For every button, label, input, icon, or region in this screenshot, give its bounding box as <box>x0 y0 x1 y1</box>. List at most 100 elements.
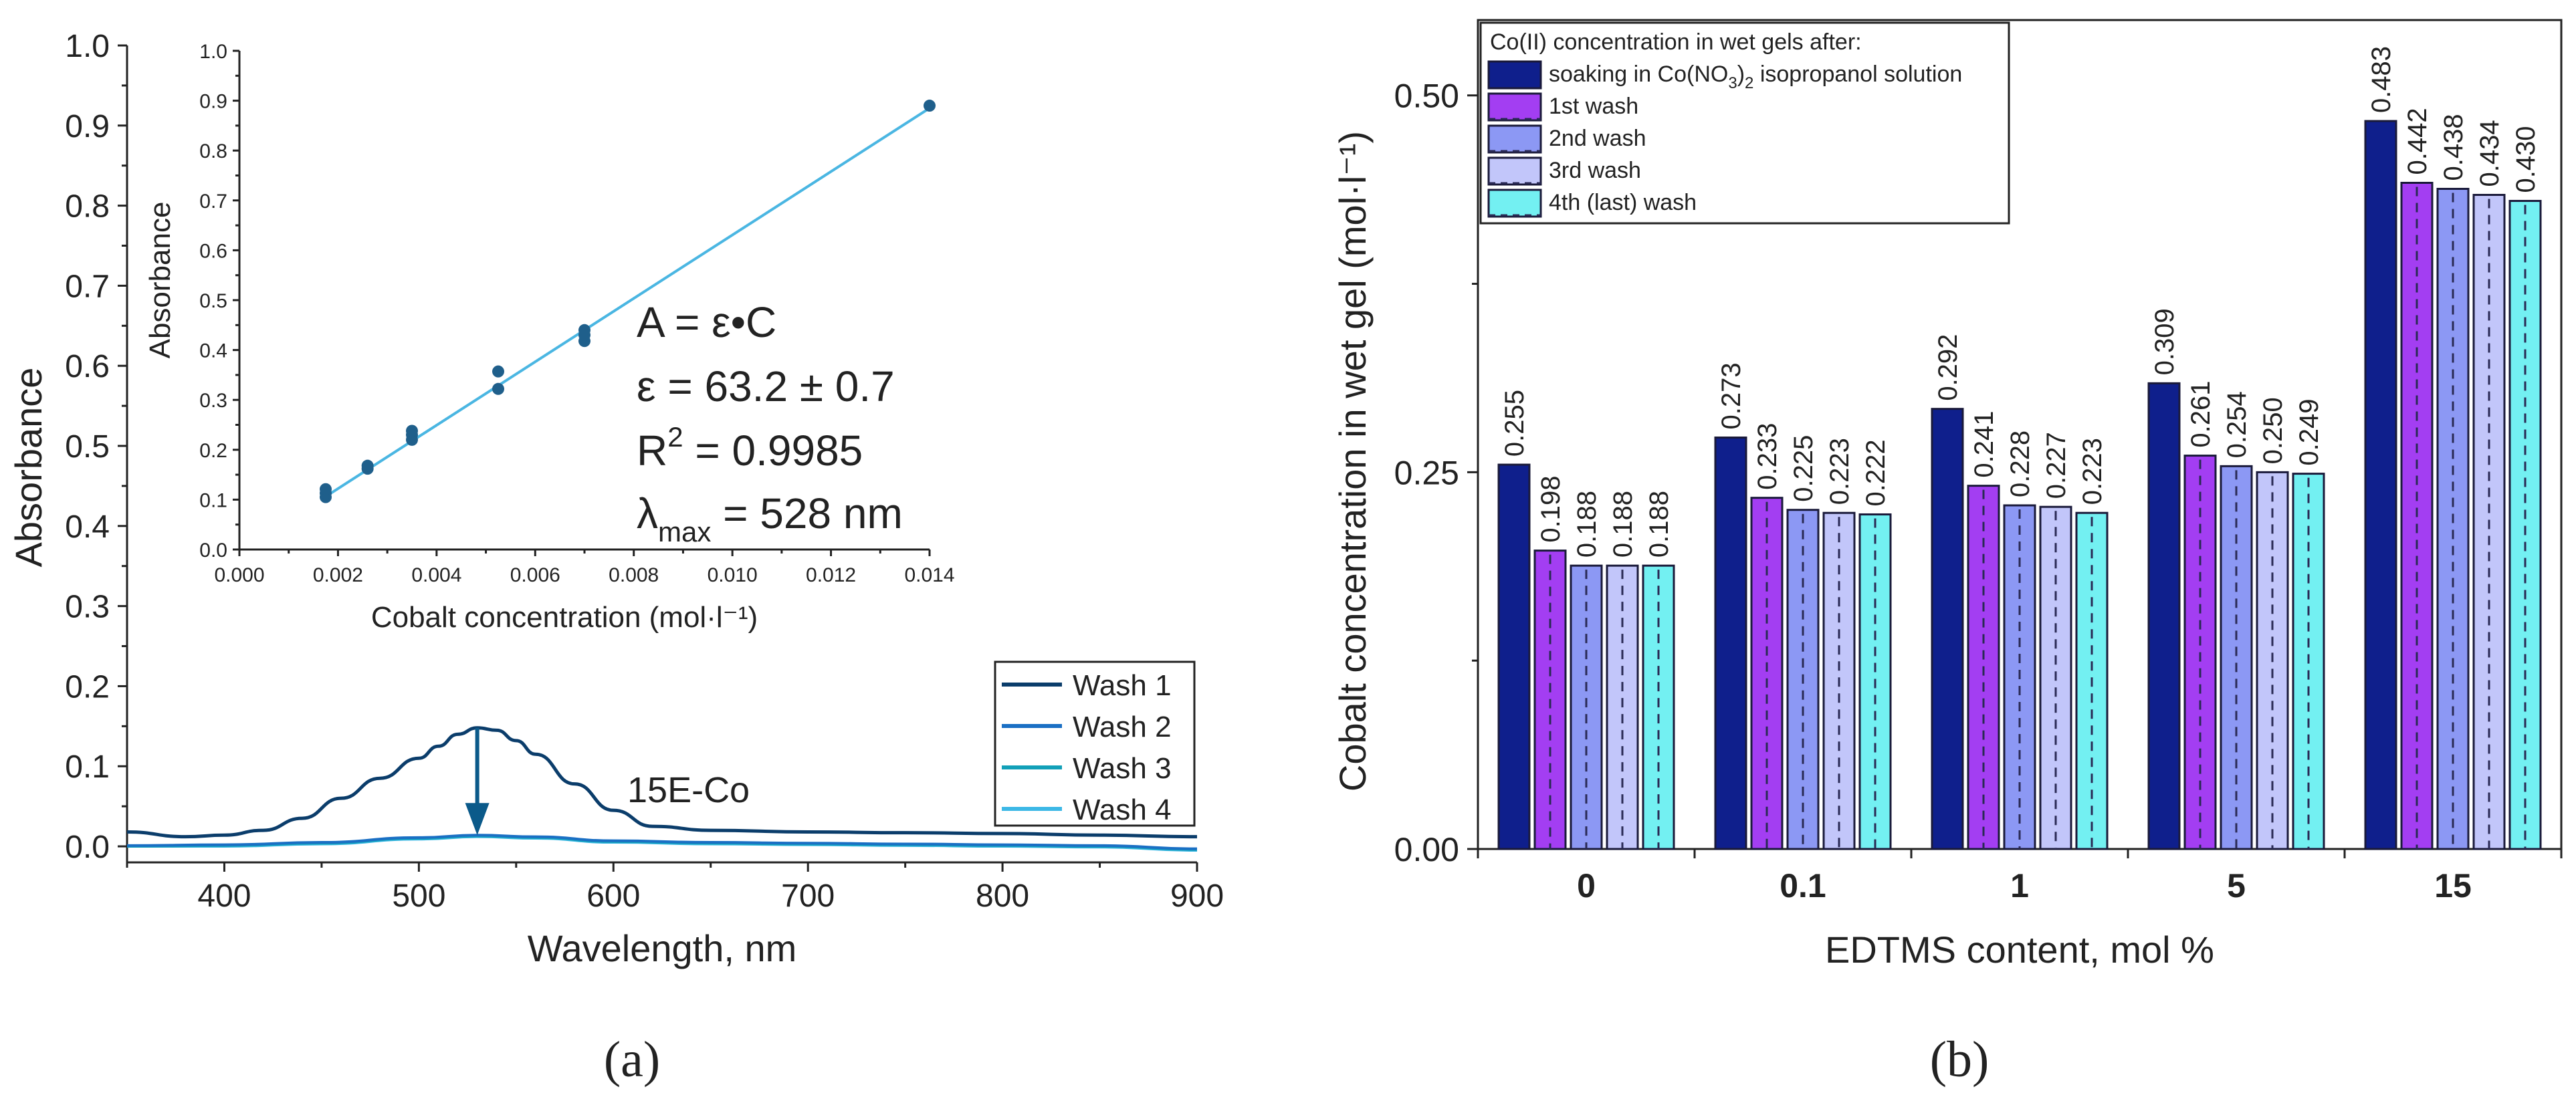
b-data-label: 0.188 <box>1572 491 1602 558</box>
b-data-label: 0.254 <box>2222 391 2252 458</box>
inset-y-tick-label: 0.6 <box>199 240 227 262</box>
b-data-label: 0.483 <box>2367 46 2396 113</box>
lambda-subscript: max <box>658 516 711 548</box>
b-data-label: 0.241 <box>1969 411 1999 478</box>
panel-b-chart: 0.00 0.25 0.50 EDTMS content, mol % Cobalt c… <box>1331 19 2563 971</box>
b-data-label: 0.442 <box>2403 108 2432 174</box>
b-x-tick-label: 0 <box>1577 867 1596 904</box>
b-legend-label-part: ) <box>1737 62 1745 87</box>
b-x-axis-label: EDTMS content, mol % <box>1825 929 2214 971</box>
b-data-label: 0.255 <box>1500 390 1529 457</box>
b-bar <box>1714 437 1747 850</box>
b-x-tick-label: 5 <box>2227 867 2246 904</box>
a-y-tick-label: 1.0 <box>65 29 110 64</box>
b-x-tick-label: 1 <box>2010 867 2029 904</box>
b-data-label: 0.434 <box>2475 120 2504 187</box>
a-annotation: 15E-Co <box>627 770 750 810</box>
inset-data-point <box>406 424 418 437</box>
b-y-tick-label: 0.25 <box>1394 454 1459 491</box>
b-data-label: 0.249 <box>2294 399 2324 466</box>
b-data-label: 0.292 <box>1933 334 1963 401</box>
b-y-tick-label: 0.00 <box>1394 831 1459 868</box>
b-legend-label: 4th (last) wash <box>1549 190 1697 215</box>
b-legend-label: 3rd wash <box>1549 158 1641 183</box>
b-data-label: 0.309 <box>2150 308 2179 375</box>
b-legend-label: 2nd wash <box>1549 126 1646 151</box>
b-bar <box>2220 465 2253 850</box>
r-squared-line: R2 = 0.9985 <box>637 421 863 475</box>
inset-y-tick-label: 0.3 <box>199 390 227 412</box>
b-legend-label: 1st wash <box>1549 94 1638 119</box>
inset-x-tick-label: 0.014 <box>904 564 954 586</box>
b-y-axis-label: Cobalt concentration in wet gel (mol·l⁻¹… <box>1331 131 1374 792</box>
b-bar <box>1931 408 1964 850</box>
inset-data-point <box>924 100 936 112</box>
a-y-tick-label: 0.3 <box>65 590 110 625</box>
a-x-tick-label: 900 <box>1170 878 1224 914</box>
a-y-tick-label: 0.9 <box>65 109 110 144</box>
panel-a-chart: 0.0 0.1 0.2 0.3 0.4 0.5 0.6 0.7 0.8 0.9 1.0 400 500 6… <box>7 29 1224 969</box>
inset-y-tick-label: 0.1 <box>199 489 227 511</box>
b-legend-swatch <box>1487 92 1542 122</box>
inset-x-tick-label: 0.012 <box>806 564 856 586</box>
a-x-axis-label: Wavelength, nm <box>528 927 797 969</box>
b-data-label: 0.188 <box>1608 491 1638 558</box>
b-data-label: 0.223 <box>1825 438 1854 505</box>
a-x-tick-label: 500 <box>392 878 445 914</box>
b-data-label: 0.261 <box>2186 380 2216 447</box>
inset-x-axis-label: Cobalt concentration (mol·l⁻¹) <box>371 601 758 634</box>
b-legend-swatch <box>1487 124 1542 154</box>
inset-y-axis-label: Absorbance <box>144 202 177 359</box>
b-x-tick-label: 15 <box>2434 867 2472 904</box>
a-y-tick-label: 0.7 <box>65 269 110 304</box>
inset-x-tick-label: 0.000 <box>214 564 264 586</box>
lambda-symbol: λ <box>637 489 658 537</box>
a-y-tick-label: 0.5 <box>65 429 110 465</box>
inset-data-point <box>320 483 332 495</box>
a-legend-label: Wash 2 <box>1073 711 1172 743</box>
b-legend-label: soaking in Co(NO3)2 isopropanol solution <box>1549 62 1962 92</box>
inset-y-tick-label: 1.0 <box>199 41 227 63</box>
a-legend-label: Wash 4 <box>1073 794 1172 826</box>
b-data-label: 0.198 <box>1536 475 1566 542</box>
inset-data-point <box>578 324 591 336</box>
b-data-label: 0.225 <box>1789 435 1818 502</box>
inset-data-point <box>361 459 374 472</box>
r-squared-value: = 0.9985 <box>683 427 863 475</box>
a-x-tick-label: 700 <box>781 878 835 914</box>
a-legend-label: Wash 3 <box>1073 752 1172 785</box>
b-data-label: 0.233 <box>1753 423 1782 490</box>
inset-y-tick-label: 0.7 <box>199 191 227 213</box>
b-data-label: 0.430 <box>2511 126 2541 193</box>
inset-fit-line <box>322 107 931 499</box>
b-legend-label-part: isopropanol solution <box>1753 62 1962 87</box>
a-x-tick-label: 400 <box>197 878 251 914</box>
panel-a-caption: (a) <box>604 1031 660 1088</box>
b-legend-box <box>1479 21 2010 225</box>
equation-line: A = ε•C <box>637 298 776 346</box>
r-squared-prefix: R <box>637 427 667 475</box>
b-bar <box>2147 382 2181 850</box>
b-data-label: 0.438 <box>2439 114 2468 180</box>
b-legend-label-sub: 3 <box>1728 74 1737 92</box>
r-squared-superscript: 2 <box>667 421 683 453</box>
inset-y-tick-label: 0.9 <box>199 91 227 113</box>
b-legend-label-part: soaking in Co(NO <box>1549 62 1728 87</box>
b-x-tick-label: 0.1 <box>1780 867 1826 904</box>
inset-x-tick-label: 0.008 <box>609 564 659 586</box>
inset-data-point <box>492 382 504 395</box>
a-y-tick-label: 0.8 <box>65 189 110 225</box>
a-y-tick-label: 0.4 <box>65 509 110 545</box>
a-series-line-2 <box>126 834 1198 850</box>
inset-y-tick-label: 0.8 <box>199 140 227 162</box>
a-legend-label: Wash 1 <box>1073 669 1172 702</box>
inset-y-tick-label: 0.4 <box>199 340 227 362</box>
a-series-line-1 <box>126 726 1198 839</box>
inset-x-tick-label: 0.010 <box>708 564 758 586</box>
b-legend-swatch <box>1487 189 1542 218</box>
b-bar <box>1497 463 1531 850</box>
b-data-label: 0.223 <box>2078 438 2107 505</box>
b-data-label: 0.250 <box>2258 397 2288 464</box>
b-data-label: 0.227 <box>2042 432 2071 499</box>
